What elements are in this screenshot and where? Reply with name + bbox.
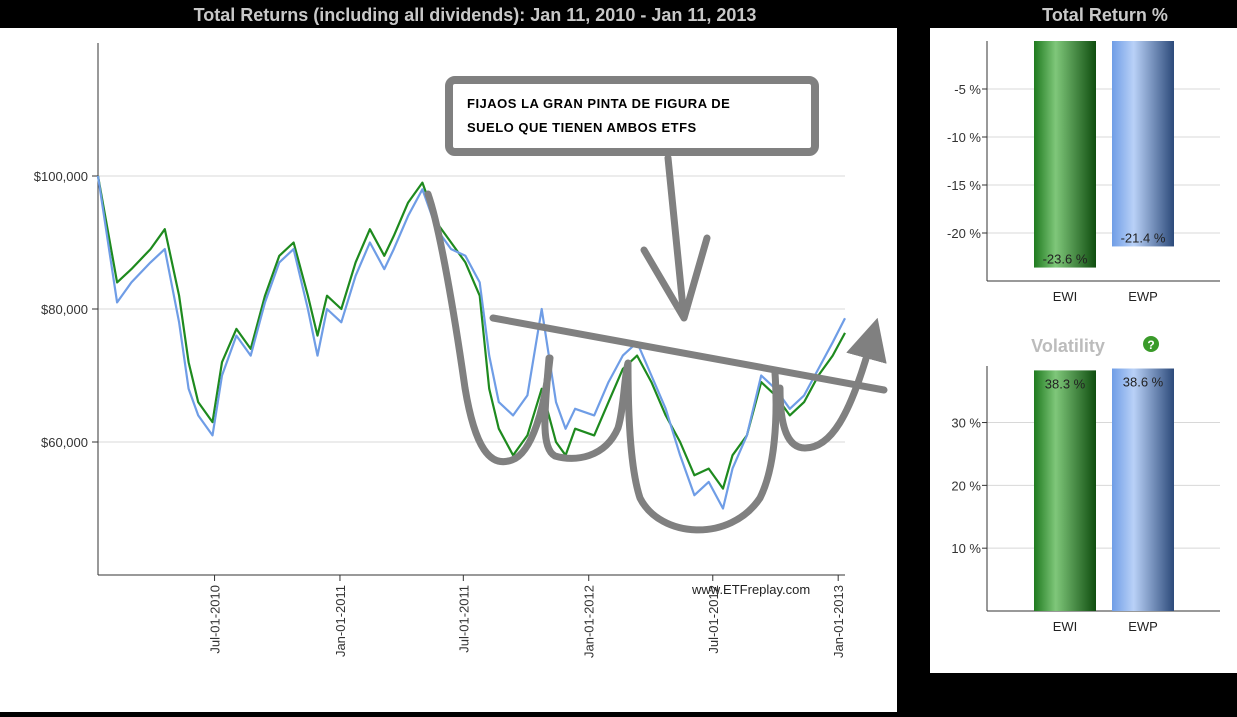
ewp-series-line: [96, 175, 846, 510]
y-tick-label: $100,000: [34, 169, 88, 184]
y-tick-label: -20 %: [947, 226, 981, 241]
volatility-bar-chart: 10 % 20 % 30 % 38.3 % EWI 38.6 % EWP: [951, 366, 1220, 634]
ewi-value-label: 38.3 %: [1045, 376, 1086, 391]
total-returns-line-chart: $60,000 $80,000 $100,000 Jul-01-2010 Jan-01-…: [34, 43, 888, 658]
annotation-neckline: [489, 314, 888, 394]
y-tick-label: 30 %: [951, 416, 981, 431]
total-return-title: Total Return %: [1042, 5, 1168, 25]
help-icon[interactable]: ?: [1143, 336, 1159, 352]
x-tick-label: Jan-01-2012: [582, 585, 597, 658]
x-tick-label: Jul-01-2012: [706, 585, 721, 654]
annotation-shoulder-curve-2: [541, 354, 632, 462]
annotation-right-shoulder-curve: [776, 317, 887, 452]
y-tick-label: $80,000: [41, 302, 88, 317]
ewp-bar: [1112, 368, 1174, 611]
x-tick-label: Jul-01-2010: [208, 585, 223, 654]
annotation-pointer-arrow: [640, 154, 711, 322]
side-bars-panel: -5 % -10 % -15 % -20 % -23.6 % EWI -21.4 % EWP …: [930, 28, 1237, 673]
total-return-bar-chart: -5 % -10 % -15 % -20 % -23.6 % EWI -21.4 % EWP: [947, 41, 1220, 304]
watermark-text: www.ETFreplay.com: [692, 582, 811, 597]
y-tick-label: -10 %: [947, 130, 981, 145]
annotation-left-shoulder-curve: [424, 190, 554, 466]
x-tick-label: Jan-01-2011: [333, 585, 348, 657]
y-tick-label: -5 %: [954, 82, 981, 97]
ewp-value-label: -21.4 %: [1121, 230, 1166, 245]
y-tick-label: 20 %: [951, 478, 981, 493]
ewp-bar: [1112, 41, 1174, 247]
x-tick-label: Jul-01-2011: [456, 585, 471, 653]
volatility-title: Volatility: [1031, 336, 1105, 356]
svg-text:?: ?: [1147, 338, 1154, 352]
ewi-category-label: EWI: [1053, 289, 1078, 304]
ewp-category-label: EWP: [1128, 289, 1158, 304]
ewp-value-label: 38.6 %: [1123, 375, 1164, 390]
y-tick-label: $60,000: [41, 435, 88, 450]
x-tick-label: Jan-01-2013: [831, 585, 846, 658]
y-tick-label: 10 %: [951, 541, 981, 556]
annotation-text-line2: SUELO QUE TIENEN AMBOS ETFS: [467, 120, 697, 135]
ewi-category-label: EWI: [1053, 619, 1078, 634]
hand-drawn-annotations: FIJAOS LA GRAN PINTA DE FIGURA DE SUELO …: [424, 76, 888, 534]
main-chart-title: Total Returns (including all dividends):…: [193, 5, 757, 25]
ewi-series-line: [96, 175, 846, 490]
main-chart-panel: $60,000 $80,000 $100,000 Jul-01-2010 Jan-01-…: [0, 28, 897, 712]
ewp-category-label: EWP: [1128, 619, 1158, 634]
ewi-value-label: -23.6 %: [1043, 252, 1088, 267]
annotation-box: [445, 76, 819, 156]
ewi-bar: [1034, 41, 1096, 268]
y-tick-label: -15 %: [947, 178, 981, 193]
ewi-bar: [1034, 370, 1096, 611]
bar-charts: -5 %-10 %-15 %-20 %-23.6 %EWI-21.4 %EWP …: [947, 41, 1220, 634]
annotation-head-curve: [624, 360, 780, 534]
annotation-text-line1: FIJAOS LA GRAN PINTA DE FIGURA DE: [467, 96, 730, 111]
